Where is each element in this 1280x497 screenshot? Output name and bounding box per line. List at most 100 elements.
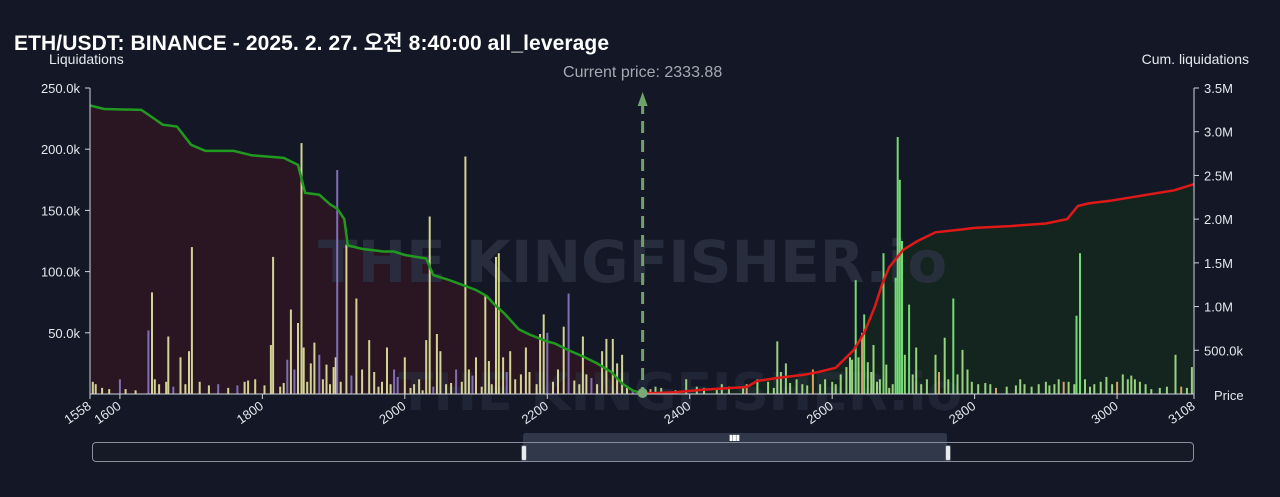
liquidation-bar — [1099, 381, 1102, 394]
liquidation-bars — [91, 137, 1193, 394]
liquidation-bar — [1089, 386, 1091, 394]
liquidation-bar — [1030, 386, 1033, 394]
x-tick-label: 1558 — [61, 398, 93, 427]
liquidation-bar — [1005, 386, 1008, 394]
liquidation-bar — [381, 381, 383, 394]
liquidation-bar — [876, 381, 878, 394]
liquidation-bar — [956, 374, 959, 394]
liquidation-bar — [428, 216, 431, 394]
liquidation-bar — [1111, 384, 1114, 394]
liquidation-bar — [172, 386, 175, 394]
liquidation-bar — [885, 364, 888, 394]
liquidation-bar — [839, 374, 842, 394]
y-right-tick-label: 1.0M — [1204, 300, 1233, 315]
liquidation-bar — [243, 381, 246, 394]
liquidation-bar — [368, 340, 371, 394]
long-cum-area — [642, 184, 1194, 394]
liquidation-bar — [654, 386, 657, 394]
current-price-dot — [637, 388, 648, 398]
liquidation-bar — [336, 170, 339, 394]
liquidation-bar — [524, 347, 527, 394]
y-left-tick-label: 250.0k — [41, 81, 81, 96]
liquidation-bar — [870, 372, 873, 394]
liquidation-bar — [891, 384, 894, 394]
liquidation-bar — [660, 387, 663, 394]
liquidation-bar — [845, 367, 848, 394]
liquidation-bar — [153, 379, 156, 394]
liquidation-bar — [934, 354, 937, 394]
liquidation-bar — [789, 383, 792, 394]
liquidation-bar — [297, 323, 299, 394]
liquidation-bar — [475, 357, 477, 394]
liquidation-bar — [1084, 379, 1086, 394]
liquidation-bar — [581, 336, 584, 394]
liquidation-bar — [984, 383, 987, 394]
liquidation-bar — [1073, 384, 1076, 394]
chart-title: ETH/USDT: BINANCE - 2025. 2. 27. 오전 8:40… — [14, 32, 610, 55]
liquidation-bar — [495, 256, 497, 394]
liquidation-bar — [329, 384, 331, 394]
liquidation-bar — [487, 361, 490, 394]
liquidation-bar — [621, 354, 624, 394]
right-axis-label: Cum. liquidations — [1141, 51, 1249, 67]
liquidation-bar — [528, 372, 531, 394]
liquidation-bar — [1174, 354, 1177, 394]
y-right-tick-label: 2.0M — [1204, 212, 1233, 227]
liquidation-bar — [903, 354, 906, 394]
liquidation-bar — [938, 372, 940, 394]
liquidation-bar — [198, 381, 201, 394]
liquidation-bar — [1130, 375, 1133, 394]
liquidation-bar — [386, 347, 388, 394]
liquidation-bar — [467, 369, 470, 394]
liquidation-bar — [1044, 381, 1047, 394]
liquidation-bar — [882, 253, 885, 394]
liquidation-bar — [901, 241, 903, 394]
liquidation-bar — [542, 314, 545, 394]
liquidation-bar — [811, 369, 814, 394]
liquidation-bar — [179, 357, 182, 394]
liquidation-bar — [824, 379, 827, 394]
liquidation-bar — [742, 387, 745, 394]
liquidation-bar — [393, 369, 396, 394]
liquidation-bar — [806, 385, 809, 394]
liquidation-bar — [1062, 381, 1065, 394]
liquidation-bar — [605, 338, 608, 394]
liquidation-bar — [911, 374, 914, 394]
liquidation-bar — [585, 374, 588, 394]
liquidation-bar — [546, 332, 549, 394]
liquidation-bar — [1048, 385, 1051, 394]
liquidation-bar — [776, 341, 779, 394]
liquidation-bar — [158, 384, 161, 394]
liquidation-bar — [970, 381, 973, 394]
liquidation-bar — [217, 384, 220, 394]
liquidation-bar — [1053, 384, 1056, 394]
liquidation-bar — [279, 386, 282, 394]
liquidation-bar — [361, 369, 364, 394]
liquidation-bar — [269, 345, 272, 394]
liquidation-bar — [460, 381, 463, 394]
liquidation-bar — [1190, 367, 1193, 394]
liquidation-bar — [480, 386, 483, 394]
navigator-right-handle[interactable] — [945, 445, 951, 461]
liquidation-bar — [321, 379, 324, 394]
navigator-window[interactable]: ▮▮▮ — [521, 433, 951, 462]
liquidation-bar — [1150, 389, 1153, 394]
liquidation-bar — [1144, 384, 1147, 394]
liquidation-bar — [567, 293, 570, 394]
liquidation-bar — [562, 326, 565, 394]
liquidation-bar — [455, 369, 458, 394]
liquidation-bar — [1180, 386, 1183, 394]
liquidation-bar — [227, 387, 230, 394]
x-axis-label: Price — [1214, 388, 1244, 403]
x-tick-label: 1600 — [91, 398, 123, 427]
liquidation-bar — [254, 379, 257, 394]
liquidation-bar — [471, 375, 474, 394]
liquidation-bar — [289, 309, 292, 394]
liquidation-bar — [834, 384, 837, 394]
liquidation-bar — [302, 347, 305, 394]
liquidation-bar — [947, 379, 950, 394]
navigator-grip-icon[interactable]: ▮▮▮ — [729, 433, 740, 442]
range-navigator[interactable]: ▮▮▮ — [92, 433, 1194, 462]
navigator-left-handle[interactable] — [521, 445, 527, 461]
